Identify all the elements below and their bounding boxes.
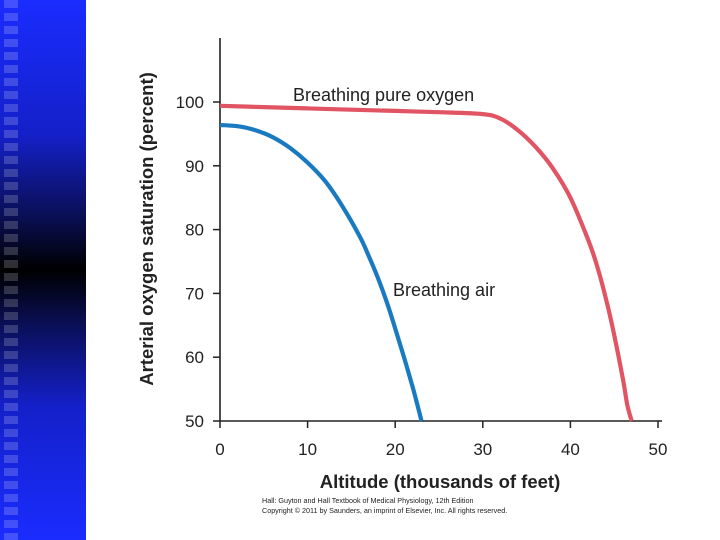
chart-labels: 0 10 20 30 40 50 50 60 70 80 90 100 Altitude (thousa…: [136, 72, 667, 492]
credit-line-1: Hall: Guyton and Hall Textbook of Medica…: [262, 496, 474, 505]
x-tick-label: 50: [649, 440, 668, 459]
series-label-breathing-air: Breathing air: [393, 280, 495, 300]
y-tick-label: 80: [185, 221, 204, 240]
x-tick-label: 30: [473, 440, 492, 459]
y-tick-label: 100: [176, 93, 204, 112]
y-tick-label: 70: [185, 284, 204, 303]
x-axis-label: Altitude (thousands of feet): [320, 471, 560, 492]
chart-axes: [213, 38, 662, 428]
x-tick-label: 0: [215, 440, 224, 459]
x-tick-label: 20: [386, 440, 405, 459]
y-axis-label: Arterial oxygen saturation (percent): [136, 72, 157, 386]
series-line-breathing-pure-oxygen: [219, 103, 634, 422]
x-tick-label: 10: [298, 440, 317, 459]
y-tick-label: 50: [185, 412, 204, 431]
y-tick-label: 60: [185, 348, 204, 367]
side-bar-squares: [4, 0, 18, 540]
series-label-breathing-pure-oxygen: Breathing pure oxygen: [293, 85, 474, 105]
y-tick-label: 90: [185, 157, 204, 176]
slide-side-bar: [0, 0, 86, 540]
credit-line-2: Copyright © 2011 by Saunders, an imprint…: [262, 506, 508, 515]
chart-curves: [219, 103, 634, 422]
x-tick-label: 40: [561, 440, 580, 459]
series-line-breathing-air: [219, 122, 424, 422]
